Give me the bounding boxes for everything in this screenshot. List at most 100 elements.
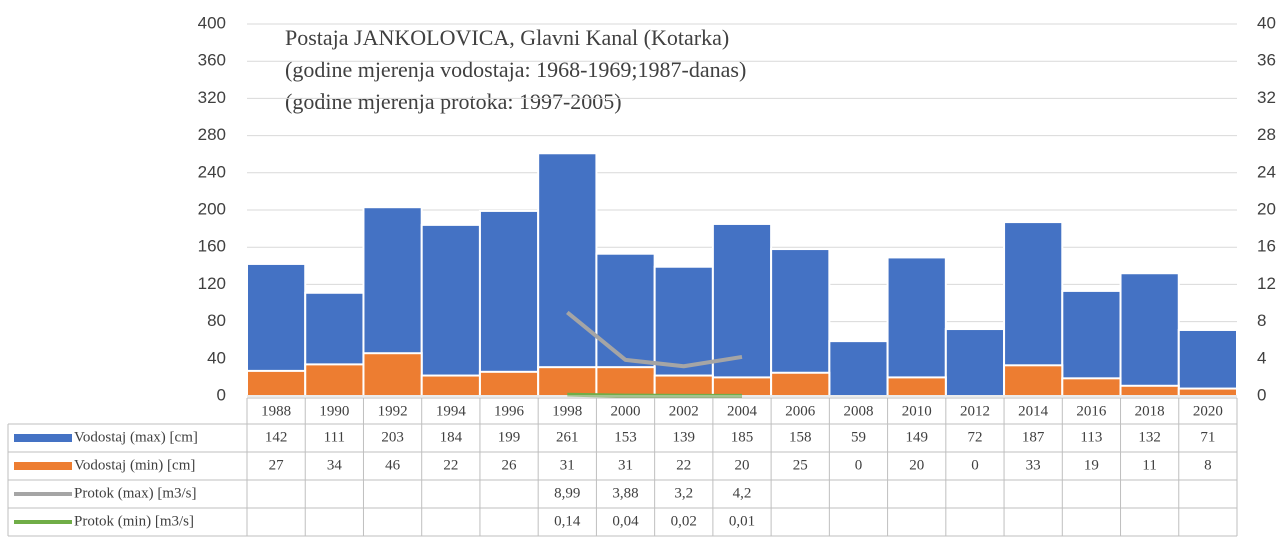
- bar: [653, 374, 714, 398]
- y-tick-label: 40: [207, 348, 226, 367]
- table-cell: 59: [851, 429, 866, 445]
- x-tick-label: 2008: [843, 403, 873, 419]
- y-tick-label: 120: [198, 274, 226, 293]
- x-tick-label: 2020: [1193, 403, 1223, 419]
- table-cell: 3,88: [612, 485, 638, 501]
- x-tick-label: 2004: [727, 403, 758, 419]
- x-tick-label: 1992: [378, 403, 408, 419]
- table-cell: 261: [556, 429, 579, 445]
- table-cell: 20: [909, 457, 924, 473]
- y2-tick-label: 8: [1257, 311, 1266, 330]
- table-cell: 19: [1084, 457, 1099, 473]
- x-tick-label: 2016: [1076, 403, 1107, 419]
- table-cell: 203: [381, 429, 404, 445]
- legend-label: Vodostaj (min) [cm]: [74, 457, 195, 473]
- legend-key: [14, 462, 72, 470]
- table-cell: 149: [905, 429, 928, 445]
- table-cell: 27: [269, 457, 285, 473]
- table-cell: 31: [618, 457, 633, 473]
- chart-title: Postaja JANKOLOVICA, Glavni Kanal (Kotar…: [285, 25, 729, 50]
- bar: [886, 256, 947, 397]
- table-cell: 11: [1142, 457, 1156, 473]
- table-cell: 8,99: [554, 485, 580, 501]
- legend-label: Vodostaj (max) [cm]: [74, 429, 198, 445]
- y2-tick-label: 16: [1257, 237, 1276, 256]
- y2-tick-label: 12: [1257, 274, 1276, 293]
- table-cell: 0: [971, 457, 979, 473]
- bar: [1119, 384, 1180, 397]
- table-cell: 0,04: [612, 513, 639, 529]
- x-tick-label: 1994: [436, 403, 467, 419]
- bar: [711, 376, 773, 397]
- y-tick-label: 0: [217, 385, 226, 404]
- table-cell: 34: [327, 457, 343, 473]
- table-cell: 8: [1204, 457, 1212, 473]
- bar: [886, 376, 947, 397]
- bar: [478, 209, 540, 397]
- bar: [711, 222, 773, 397]
- bar: [828, 340, 889, 398]
- table-cell: 142: [265, 429, 288, 445]
- legend-key: [14, 434, 72, 442]
- y2-tick-label: 0: [1257, 385, 1266, 404]
- chart-subtitle: (godine mjerenja protoka: 1997-2005): [285, 89, 622, 114]
- bar: [1003, 364, 1064, 397]
- bar: [944, 328, 1006, 398]
- table-cell: 0,02: [671, 513, 697, 529]
- x-tick-label: 2010: [902, 403, 932, 419]
- x-tick-label: 2000: [611, 403, 641, 419]
- table-cell: 113: [1080, 429, 1102, 445]
- y2-tick-label: 40: [1257, 13, 1276, 32]
- bar: [1177, 328, 1238, 397]
- y-tick-label: 80: [207, 311, 226, 330]
- y2-tick-label: 28: [1257, 125, 1276, 144]
- y2-tick-label: 4: [1257, 348, 1266, 367]
- table-cell: 199: [498, 429, 521, 445]
- x-tick-label: 2012: [960, 403, 990, 419]
- y-tick-label: 400: [198, 13, 226, 32]
- x-tick-label: 2002: [669, 403, 699, 419]
- legend-label: Protok (min) [m3/s]: [74, 513, 194, 529]
- y2-tick-label: 20: [1257, 199, 1276, 218]
- bar: [653, 265, 714, 398]
- table-cell: 187: [1022, 429, 1045, 445]
- bar: [1177, 387, 1238, 397]
- table-cell: 46: [385, 457, 401, 473]
- y-tick-label: 240: [198, 162, 226, 181]
- y-tick-label: 320: [198, 88, 226, 107]
- table-cell: 3,2: [674, 485, 693, 501]
- bar: [770, 371, 831, 397]
- x-tick-label: 1996: [494, 403, 525, 419]
- bar: [420, 223, 481, 397]
- bar: [537, 152, 598, 397]
- table-cell: 153: [614, 429, 637, 445]
- table-cell: 184: [440, 429, 463, 445]
- table-cell: 185: [731, 429, 754, 445]
- bar: [246, 369, 307, 398]
- table-cell: 0: [855, 457, 863, 473]
- table-cell: 0,14: [554, 513, 581, 529]
- x-tick-label: 1998: [552, 403, 582, 419]
- y-tick-label: 360: [198, 51, 226, 70]
- table-cell: 33: [1026, 457, 1041, 473]
- x-tick-label: 1990: [319, 403, 349, 419]
- table-cell: 111: [324, 429, 345, 445]
- table-cell: 22: [676, 457, 691, 473]
- y-tick-label: 200: [198, 199, 226, 218]
- table-cell: 31: [560, 457, 575, 473]
- bar: [304, 363, 365, 398]
- table-cell: 25: [793, 457, 808, 473]
- y2-tick-label: 36: [1257, 51, 1276, 70]
- y2-tick-label: 32: [1257, 88, 1276, 107]
- bar: [537, 366, 598, 398]
- x-tick-label: 2014: [1018, 403, 1049, 419]
- table-cell: 158: [789, 429, 812, 445]
- bar: [595, 366, 656, 398]
- x-tick-label: 2018: [1135, 403, 1165, 419]
- bar: [1061, 377, 1122, 397]
- table-cell: 20: [735, 457, 750, 473]
- table-cell: 139: [673, 429, 696, 445]
- table-cell: 4,2: [733, 485, 752, 501]
- line: [566, 310, 743, 369]
- table-cell: 26: [502, 457, 518, 473]
